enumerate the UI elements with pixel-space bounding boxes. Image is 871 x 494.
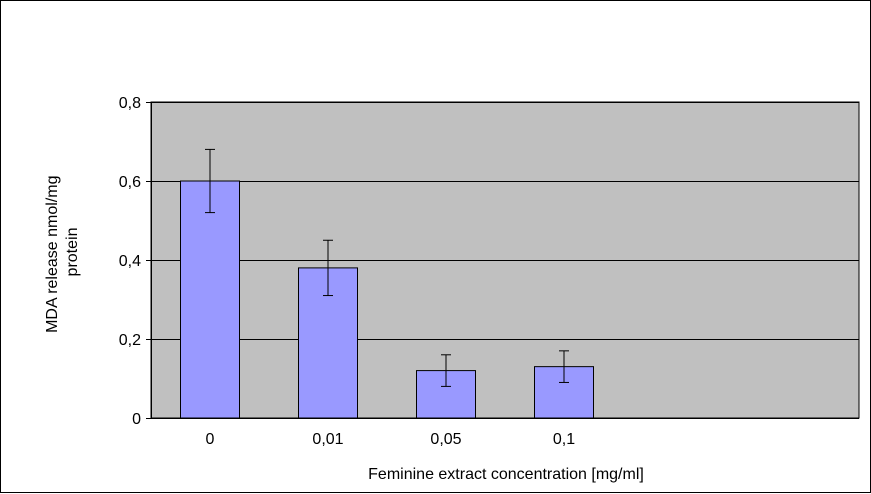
y-axis-title-line-2: protein [64,228,81,277]
bar-0 [180,180,240,419]
x-tick-label-3: 0,1 [553,431,575,448]
gridlines [151,102,859,340]
error-bars [205,148,569,387]
x-tick-label-2: 0,05 [430,431,461,448]
x-tick-label-1: 0,01 [312,431,343,448]
y-tick-label-4: 0,8 [119,95,141,112]
x-tick-label-0: 0 [206,431,215,448]
y-axis-title: MDA release nmol/mg protein [44,171,81,333]
y-tick-label-0: 0 [132,411,141,428]
y-tick-label-2: 0,4 [119,253,141,270]
x-tick-labels: 0 0,01 0,05 0,1 [206,431,576,448]
y-tick-label-3: 0,6 [119,174,141,191]
y-axis-title-line-1: MDA release nmol/mg [44,176,61,333]
axes [146,102,859,419]
y-tick-labels: 0 0,2 0,4 0,6 0,8 [119,95,141,428]
y-tick-label-1: 0,2 [119,332,141,349]
x-axis-title: Feminine extract concentration [mg/ml] [368,466,644,483]
